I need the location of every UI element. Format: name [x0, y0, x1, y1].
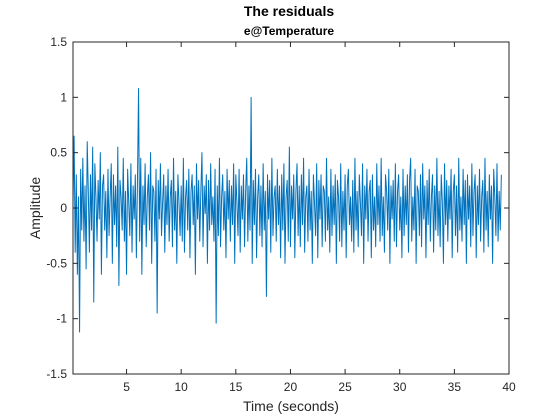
y-axis-label: Amplitude [27, 177, 43, 239]
x-tick-label-35: 35 [448, 380, 462, 394]
y-tick-label-0: -1.5 [46, 367, 67, 381]
y-tick-label-6: 1.5 [50, 35, 67, 49]
series-line-0 [72, 87, 502, 333]
x-tick-label-20: 20 [284, 380, 298, 394]
x-tick-label-5: 5 [123, 380, 130, 394]
x-tick-label-10: 10 [175, 380, 189, 394]
x-tick-label-25: 25 [338, 380, 352, 394]
x-tick-label-30: 30 [393, 380, 407, 394]
chart-title: The residuals [244, 3, 334, 19]
y-tick-label-4: 0.5 [50, 146, 67, 160]
y-tick-label-5: 1 [60, 90, 67, 104]
x-axis-label: Time (seconds) [243, 398, 339, 414]
y-tick-label-1: -1 [56, 312, 67, 326]
chart-subtitle: e@Temperature [244, 24, 335, 38]
axes-box [72, 41, 510, 375]
x-tick-label-40: 40 [502, 380, 516, 394]
plot-line-group [72, 87, 502, 333]
axis-ticks: 5 10 15 20 25 30 35 40 -1.5 -1 -0.5 0 0.5 1 1.5 [46, 35, 516, 394]
y-tick-label-2: -0.5 [46, 256, 67, 270]
x-tick-label-15: 15 [229, 380, 243, 394]
y-tick-label-3: 0 [60, 201, 67, 215]
